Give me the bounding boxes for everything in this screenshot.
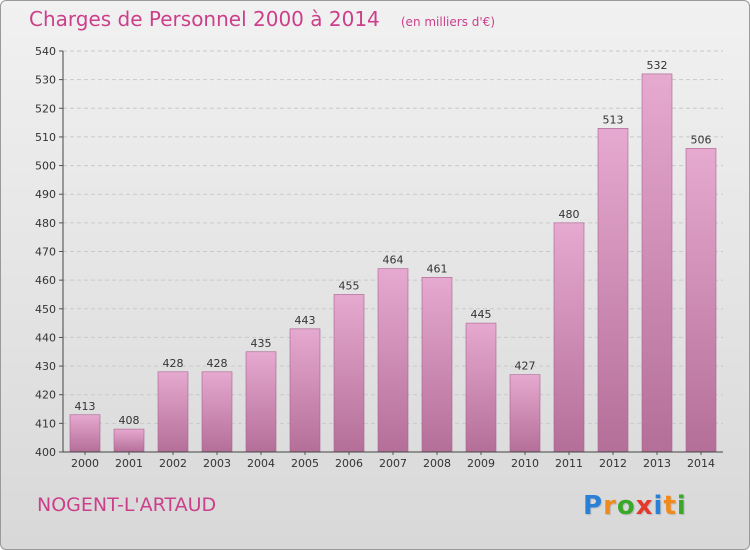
data-label: 513 — [603, 113, 624, 126]
data-label: 413 — [75, 400, 96, 413]
data-label: 532 — [647, 59, 668, 72]
data-label: 428 — [207, 357, 228, 370]
y-tick-label: 420 — [35, 389, 56, 402]
x-tick-label: 2009 — [467, 457, 495, 470]
bar[interactable] — [333, 294, 365, 453]
y-tick-label: 540 — [35, 45, 56, 58]
bar[interactable] — [289, 328, 321, 453]
bar[interactable] — [69, 414, 101, 453]
data-label: 445 — [471, 308, 492, 321]
logo-letter: r — [603, 491, 617, 521]
x-tick-label: 2006 — [335, 457, 363, 470]
x-tick-label: 2000 — [71, 457, 99, 470]
y-tick-label: 490 — [35, 188, 56, 201]
y-tick-label: 410 — [35, 417, 56, 430]
x-tick-label: 2011 — [555, 457, 583, 470]
y-tick-label: 530 — [35, 74, 56, 87]
x-tick-label: 2002 — [159, 457, 187, 470]
x-tick-label: 2013 — [643, 457, 671, 470]
data-label: 455 — [339, 279, 360, 292]
x-tick-label: 2001 — [115, 457, 143, 470]
bar[interactable] — [465, 322, 497, 453]
data-label: 427 — [515, 360, 536, 373]
y-tick-label: 520 — [35, 102, 56, 115]
x-tick-label: 2010 — [511, 457, 539, 470]
x-tick-label: 2003 — [203, 457, 231, 470]
x-tick-label: 2008 — [423, 457, 451, 470]
y-tick-label: 480 — [35, 217, 56, 230]
data-label: 461 — [427, 262, 448, 275]
bar[interactable] — [201, 371, 233, 453]
bar[interactable] — [113, 428, 145, 453]
logo-letter: P — [583, 491, 604, 521]
chart-subtitle: (en milliers d'€) — [400, 15, 495, 29]
logo-letter: t — [663, 491, 677, 521]
logo-letter: o — [616, 491, 636, 521]
y-tick-label: 470 — [35, 246, 56, 259]
commune-name: NOGENT-L'ARTAUD — [37, 494, 217, 516]
x-tick-label: 2005 — [291, 457, 319, 470]
value-labels: 413 408 428 428 435 443 455 464 461 445 427 480 513 5… — [75, 59, 712, 427]
proxiti-logo[interactable]: Proxiti — [583, 491, 687, 521]
bar[interactable] — [509, 374, 541, 453]
y-tick-label: 450 — [35, 303, 56, 316]
data-label: 408 — [119, 414, 140, 427]
bar[interactable] — [553, 222, 585, 453]
x-tick-label: 2004 — [247, 457, 275, 470]
data-label: 464 — [383, 254, 404, 267]
y-tick-label: 430 — [35, 360, 56, 373]
axes: 400 410 420 430 440 450 460 470 480 490 500 510 520 5… — [35, 45, 723, 470]
chart-title: Charges de Personnel 2000 à 2014 — [29, 7, 380, 31]
y-tick-label: 510 — [35, 131, 56, 144]
bar[interactable] — [377, 268, 409, 453]
bar[interactable] — [641, 73, 673, 453]
bars — [69, 73, 717, 453]
y-tick-label: 500 — [35, 160, 56, 173]
x-tick-label: 2012 — [599, 457, 627, 470]
y-tick-label: 460 — [35, 274, 56, 287]
logo-letter: x — [635, 491, 654, 521]
bar[interactable] — [597, 128, 629, 453]
bar[interactable] — [157, 371, 189, 453]
bar[interactable] — [421, 276, 453, 453]
bar[interactable] — [245, 351, 277, 453]
title-line: Charges de Personnel 2000 à 2014 (en mil… — [29, 7, 495, 31]
y-tick-label: 440 — [35, 331, 56, 344]
data-label: 435 — [251, 337, 272, 350]
x-tick-label: 2007 — [379, 457, 407, 470]
logo-letter: i — [676, 491, 687, 521]
x-tick-label: 2014 — [687, 457, 715, 470]
bar[interactable] — [685, 148, 717, 453]
logo-letter: i — [653, 491, 664, 521]
data-label: 428 — [163, 357, 184, 370]
y-tick-label: 400 — [35, 446, 56, 459]
data-label: 506 — [691, 133, 712, 146]
data-label: 480 — [559, 208, 580, 221]
data-label: 443 — [295, 314, 316, 327]
